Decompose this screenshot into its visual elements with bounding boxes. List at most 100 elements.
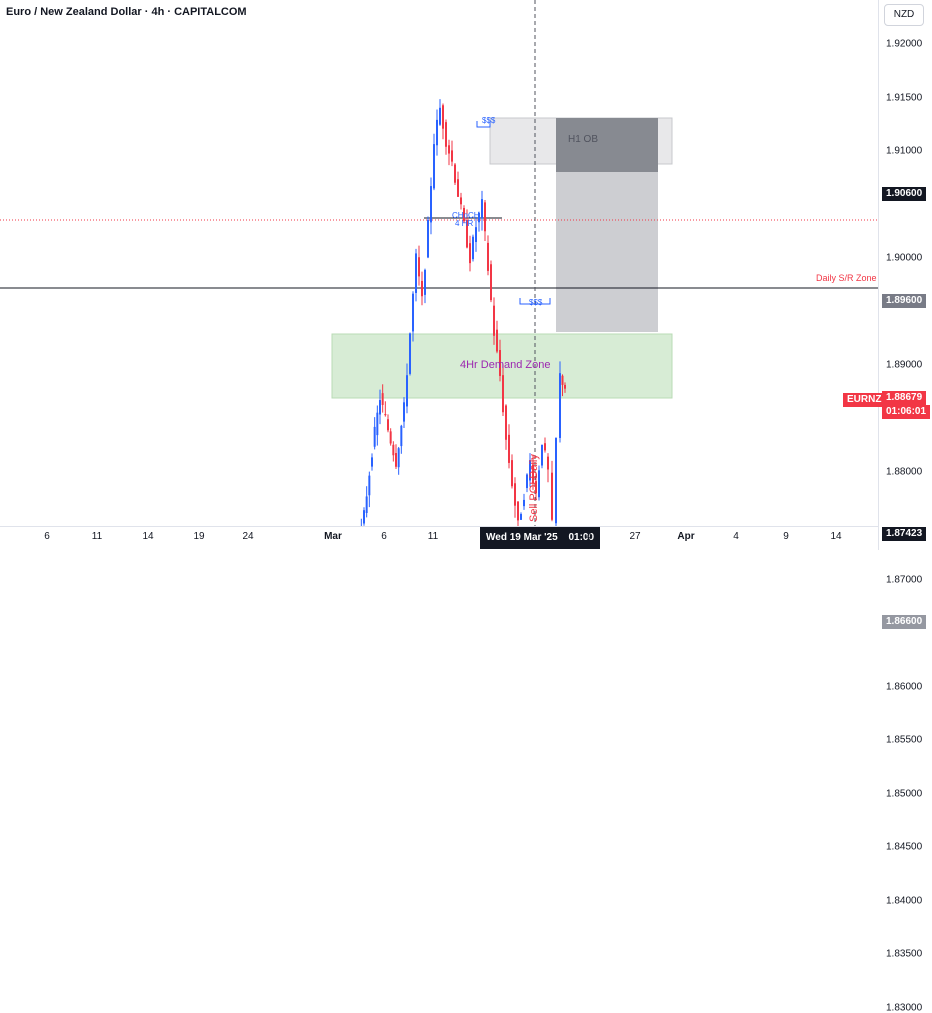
candle-body — [564, 384, 566, 389]
candle-body — [445, 122, 447, 147]
candle-body — [496, 329, 498, 352]
candle-body — [493, 305, 495, 336]
time-tick-label: 6 — [381, 531, 387, 542]
candle-body — [541, 444, 543, 466]
price-tick-label: 1.88000 — [886, 466, 923, 478]
price-tick-label: 1.84000 — [886, 895, 923, 907]
price-tick-label: 1.85000 — [886, 788, 923, 800]
crosshair-date-label: Wed 19 Mar '25 01:00 — [480, 527, 601, 549]
candle-body — [502, 375, 504, 413]
candle-body — [551, 472, 553, 520]
candle-body — [481, 199, 483, 219]
candle-body — [392, 444, 395, 456]
candle-body — [433, 144, 435, 189]
candle-body — [379, 400, 381, 415]
candle-body — [439, 107, 441, 125]
currency-button[interactable]: NZD — [884, 4, 924, 26]
projection-box — [556, 172, 658, 332]
time-tick-label: 6 — [44, 531, 50, 542]
liquidity-bottom-bracket — [519, 298, 551, 305]
candle-body — [508, 434, 510, 463]
candle-body — [365, 496, 368, 514]
candle-body — [409, 333, 411, 374]
candle-body — [454, 164, 456, 183]
last-price-tag: 1.88679 — [882, 390, 927, 405]
candle-body — [526, 474, 528, 489]
liquidity-bottom-label: $$$ — [529, 298, 543, 307]
time-axis[interactable] — [0, 526, 878, 551]
candle-body — [517, 501, 519, 521]
price-chart[interactable] — [0, 0, 878, 526]
candle-body — [368, 475, 371, 496]
candle-body — [499, 350, 501, 376]
choch-label: CHoCH — [452, 211, 480, 220]
time-tick-label: Mar — [324, 531, 342, 542]
candle-body — [490, 264, 492, 301]
choch-timeframe-label: 4 HR — [455, 219, 474, 228]
time-tick-label: 19 — [193, 531, 205, 542]
candle-body — [523, 499, 525, 507]
candle-body — [505, 405, 507, 440]
candle-body — [451, 150, 453, 162]
demand-zone-label: 4Hr Demand Zone — [460, 359, 551, 371]
candle-body — [412, 293, 414, 332]
candle-body — [389, 431, 392, 444]
liquidity-top-bracket — [476, 121, 491, 128]
candle-body — [403, 402, 405, 422]
h1-ob-zone — [556, 118, 658, 172]
price-tick-label: 1.86000 — [886, 681, 923, 693]
candle-body — [387, 419, 389, 431]
candle-body — [442, 105, 444, 129]
candle-body — [535, 481, 537, 494]
chart-area[interactable]: Euro / New Zealand Dollar · 4h · CAPITAL… — [0, 0, 878, 526]
candle-body — [457, 179, 459, 197]
candle-body — [448, 145, 450, 154]
price-tick-label: 1.87000 — [886, 574, 923, 585]
candle-body — [559, 373, 561, 438]
candle-body — [520, 514, 522, 520]
price-tick-label: 1.89000 — [886, 359, 923, 371]
candle-body — [538, 470, 540, 498]
candle-body — [475, 227, 477, 243]
candle-body — [511, 460, 513, 487]
candle-body — [547, 456, 549, 470]
candle-body — [430, 186, 432, 223]
candle-body — [555, 438, 557, 524]
chart-title: Euro / New Zealand Dollar · 4h · CAPITAL… — [6, 6, 247, 18]
candle-body — [397, 448, 400, 468]
candle-body — [487, 242, 489, 271]
time-tick-label: 14 — [830, 531, 842, 542]
candle-body — [373, 426, 376, 447]
candle-body — [469, 243, 471, 264]
time-tick-label: 24 — [242, 531, 254, 542]
candle-body — [418, 257, 420, 277]
candle-body — [472, 236, 474, 260]
candle-body — [376, 412, 379, 436]
candle-body — [561, 375, 564, 385]
price-tick-label: 1.90000 — [886, 252, 923, 264]
candle-body — [460, 197, 462, 205]
time-tick-label: 4 — [733, 531, 739, 542]
candle-body — [463, 207, 465, 222]
price-tick-label: 1.83000 — [886, 1002, 923, 1013]
price-level-tag: 1.87423 — [882, 527, 927, 542]
price-axis[interactable] — [878, 0, 932, 550]
time-tick-label: 11 — [427, 531, 439, 542]
candle-body — [395, 453, 397, 467]
candle-body — [532, 464, 534, 484]
crosshair-time: 01:00 — [568, 532, 595, 543]
price-level-tag: 1.90600 — [882, 186, 927, 201]
candle-body — [371, 457, 373, 467]
candle-body — [484, 202, 486, 232]
candle-body — [421, 280, 423, 297]
candle-body — [514, 483, 516, 506]
candle-body — [381, 393, 384, 405]
candle-body — [406, 375, 408, 407]
time-tick-label: 14 — [142, 531, 154, 542]
candle-body — [544, 443, 546, 451]
candle-body — [436, 119, 438, 146]
time-label-partial: 4 — [586, 531, 592, 542]
candle-body — [415, 253, 417, 293]
price-tick-label: 1.91000 — [886, 145, 923, 157]
price-level-tag: 1.89600 — [882, 294, 927, 309]
